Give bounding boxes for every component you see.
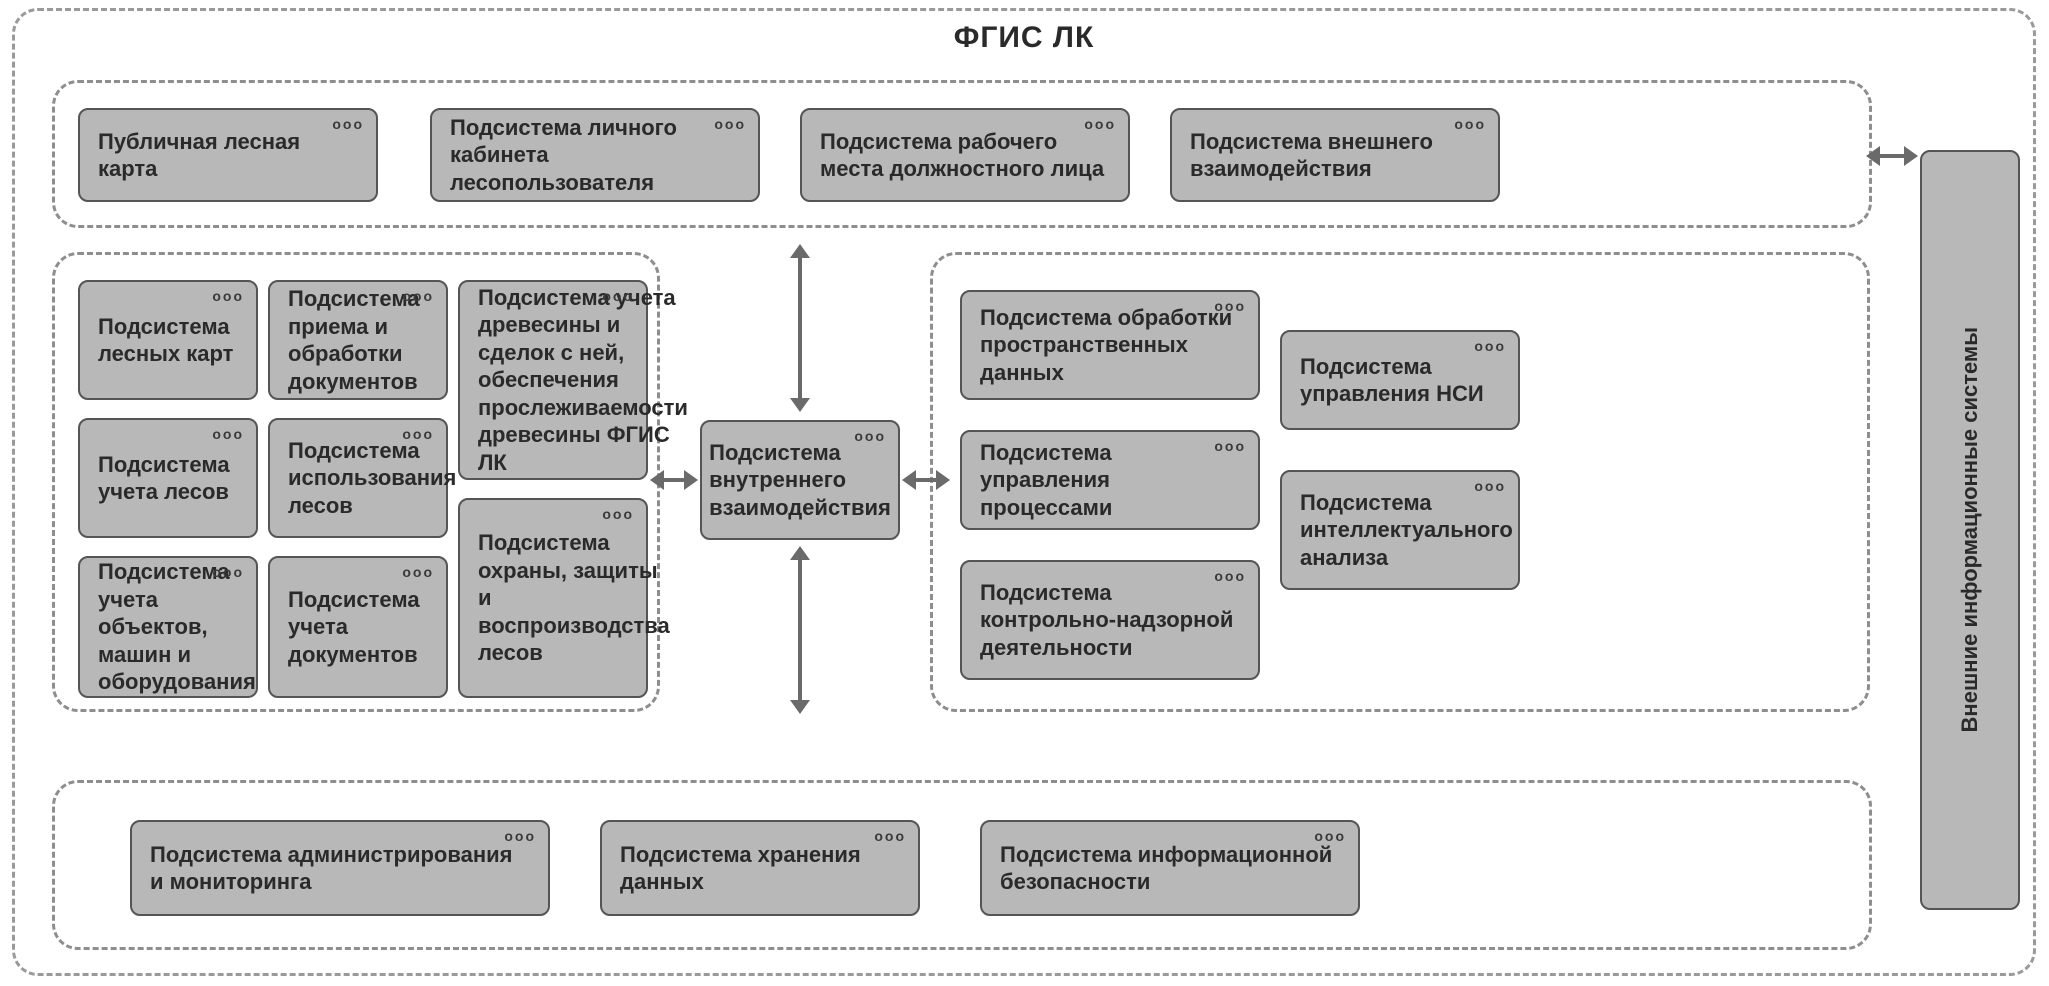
box-label: Подсистема лесных карт [98,313,238,368]
box-label: Подсистема информационной безопасности [1000,841,1340,896]
dots-icon: ooo [1454,116,1486,134]
dots-icon: ooo [332,116,364,134]
dots-icon: ooo [602,288,634,306]
dots-icon: ooo [402,426,434,444]
dots-icon: ooo [1474,478,1506,496]
dots-icon: ooo [1214,438,1246,456]
dots-icon: ooo [212,288,244,306]
dots-icon: ooo [874,828,906,846]
box-docs-accounting: ooo Подсистема учета документов [268,556,448,698]
dots-icon: ooo [212,564,244,582]
box-label: Подсистема хранения данных [620,841,900,896]
box-label: Подсистема управления НСИ [1300,353,1500,408]
box-spatial-data: ooo Подсистема обработки пространственны… [960,290,1260,400]
arrow-center-down [798,560,802,700]
box-label: Подсистема учета древесины и сделок с не… [478,284,688,477]
arrow-center-right [916,478,936,482]
box-forest-use: ooo Подсистема использования лесов [268,418,448,538]
box-objects-accounting: ooo Подсистема учета объектов, машин и о… [78,556,258,698]
box-official-workplace: ooo Подсистема рабочего места должностно… [800,108,1130,202]
arrow-center-left [664,478,684,482]
box-wood-tracking: ooo Подсистема учета древесины и сделок … [458,280,648,480]
dots-icon: ooo [1214,568,1246,586]
box-forest-protection: ooo Подсистема охраны, защиты и воспроиз… [458,498,648,698]
box-personal-cabinet: ooo Подсистема личного кабинета лесополь… [430,108,760,202]
dots-icon: ooo [212,426,244,444]
dots-icon: ooo [714,116,746,134]
box-process-management: ooo Подсистема управления процессами [960,430,1260,530]
box-internal-interaction: ooo Подсистема внутреннего взаимодействи… [700,420,900,540]
box-external-systems: Внешние информационные системы [1920,150,2020,910]
box-admin-monitoring: ooo Подсистема администрирования и монит… [130,820,550,916]
box-forest-maps: ooo Подсистема лесных карт [78,280,258,400]
dots-icon: ooo [854,428,886,446]
box-label: Подсистема управления процессами [980,439,1240,522]
box-doc-intake: ooo Подсистема приема и обработки докуме… [268,280,448,400]
dots-icon: ooo [1474,338,1506,356]
box-label: Подсистема охраны, защиты и воспроизводс… [478,529,670,667]
box-data-storage: ooo Подсистема хранения данных [600,820,920,916]
box-label: Подсистема обработки пространственных да… [980,304,1240,387]
arrow-center-up [798,258,802,398]
dots-icon: ooo [1214,298,1246,316]
dots-icon: ooo [402,564,434,582]
box-forest-accounting: ooo Подсистема учета лесов [78,418,258,538]
box-external-interaction: ooo Подсистема внешнего взаимодействия [1170,108,1500,202]
box-supervisory: ooo Подсистема контрольно-надзорной деят… [960,560,1260,680]
arrow-ext [1880,154,1904,158]
box-label: Подсистема рабочего места должностного л… [820,128,1110,183]
dots-icon: ooo [1314,828,1346,846]
box-label: Подсистема интеллектуального анализа [1300,489,1513,572]
diagram-canvas: ФГИС ЛК ooo Публичная лесная карта ooo П… [0,0,2049,986]
box-label: Публичная лесная карта [98,128,358,183]
box-label: Подсистема администрирования и мониторин… [150,841,530,896]
box-label: Подсистема учета документов [288,586,428,669]
diagram-title: ФГИС ЛК [15,21,2033,55]
box-label: Внешние информационные системы [1956,327,1984,732]
box-label: Подсистема внешнего взаимодействия [1190,128,1480,183]
box-nsi-management: ooo Подсистема управления НСИ [1280,330,1520,430]
dots-icon: ooo [402,288,434,306]
dots-icon: ooo [602,506,634,524]
box-ai-analysis: ooo Подсистема интеллектуального анализа [1280,470,1520,590]
box-info-security: ooo Подсистема информационной безопаснос… [980,820,1360,916]
box-label: Подсистема учета лесов [98,451,238,506]
box-label: Подсистема внутреннего взаимодействия [709,439,891,522]
dots-icon: ooo [504,828,536,846]
box-public-map: ooo Публичная лесная карта [78,108,378,202]
box-label: Подсистема контрольно-надзорной деятельн… [980,579,1240,662]
dots-icon: ooo [1084,116,1116,134]
box-label: Подсистема использования лесов [288,437,456,520]
box-label: Подсистема личного кабинета лесопользова… [450,114,740,197]
